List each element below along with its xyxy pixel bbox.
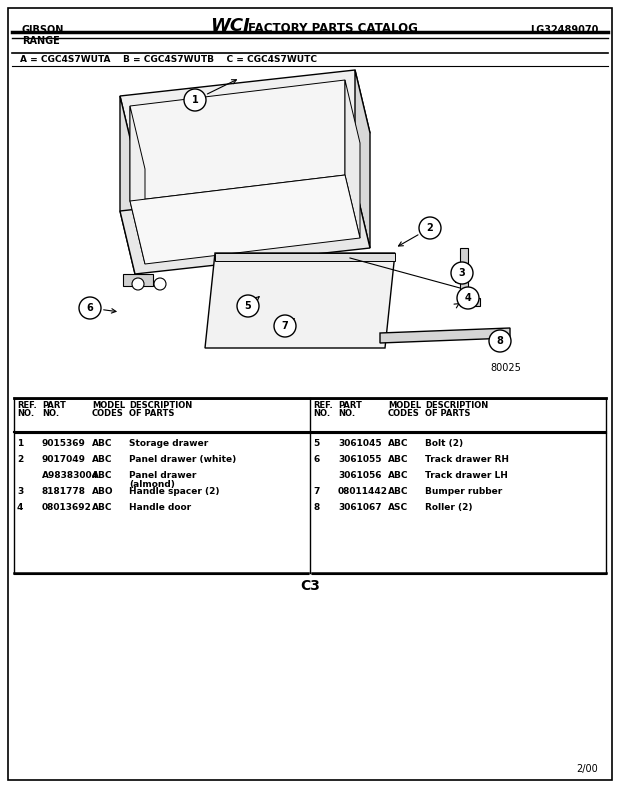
Polygon shape [215, 253, 395, 261]
Text: 3061045: 3061045 [338, 439, 382, 448]
Text: ABC: ABC [92, 455, 112, 464]
Text: Bumper rubber: Bumper rubber [425, 487, 502, 496]
Bar [123, 274, 153, 286]
Polygon shape [120, 185, 370, 274]
Text: OF PARTS: OF PARTS [129, 409, 174, 418]
Text: 4: 4 [464, 293, 471, 303]
Text: MODEL: MODEL [388, 401, 421, 410]
Text: 3061067: 3061067 [338, 503, 382, 512]
Polygon shape [460, 298, 480, 306]
Text: 6: 6 [313, 455, 319, 464]
Polygon shape [130, 106, 145, 264]
Text: 2: 2 [427, 223, 433, 233]
Text: NO.: NO. [313, 409, 330, 418]
Text: 1: 1 [17, 439, 24, 448]
Text: 8: 8 [497, 336, 503, 346]
Text: 7: 7 [281, 321, 288, 331]
Text: WCI: WCI [210, 17, 250, 35]
Text: ABC: ABC [92, 471, 112, 480]
Text: 2/00: 2/00 [576, 764, 598, 774]
Text: 3: 3 [459, 268, 466, 278]
Text: Handle door: Handle door [129, 503, 191, 512]
Circle shape [154, 278, 166, 290]
Polygon shape [355, 70, 370, 248]
Polygon shape [120, 96, 135, 274]
Text: PART: PART [42, 401, 66, 410]
Text: Panel drawer: Panel drawer [129, 471, 197, 480]
Circle shape [132, 278, 144, 290]
Text: 5: 5 [313, 439, 319, 448]
Text: ABC: ABC [388, 487, 409, 496]
Text: 4: 4 [17, 503, 24, 512]
Text: REF.: REF. [313, 401, 333, 410]
Text: ABC: ABC [388, 455, 409, 464]
Text: DESCRIPTION: DESCRIPTION [129, 401, 192, 410]
Circle shape [419, 217, 441, 239]
Text: 08011442: 08011442 [338, 487, 388, 496]
Text: PART: PART [338, 401, 362, 410]
Circle shape [184, 89, 206, 111]
Text: 80025: 80025 [490, 363, 521, 373]
Polygon shape [130, 80, 345, 201]
Text: CODES: CODES [92, 409, 124, 418]
Text: A = CGC4S7WUTA    B = CGC4S7WUTB    C = CGC4S7WUTC: A = CGC4S7WUTA B = CGC4S7WUTB C = CGC4S7… [20, 55, 317, 64]
Circle shape [451, 262, 473, 284]
Circle shape [237, 295, 259, 317]
Text: RANGE: RANGE [22, 36, 60, 46]
Text: REF.: REF. [17, 401, 37, 410]
Polygon shape [130, 175, 360, 264]
Polygon shape [120, 70, 370, 159]
Polygon shape [205, 253, 395, 348]
Text: ABC: ABC [92, 439, 112, 448]
Text: 9015369: 9015369 [42, 439, 86, 448]
Text: MODEL: MODEL [92, 401, 125, 410]
Text: LG32489070: LG32489070 [530, 25, 598, 35]
Text: 3: 3 [17, 487, 24, 496]
Text: 5: 5 [245, 301, 251, 311]
Text: DESCRIPTION: DESCRIPTION [425, 401, 489, 410]
Text: Roller (2): Roller (2) [425, 503, 472, 512]
Text: Handle spacer (2): Handle spacer (2) [129, 487, 219, 496]
Text: 8181778: 8181778 [42, 487, 86, 496]
Circle shape [489, 330, 511, 352]
Text: FACTORY PARTS CATALOG: FACTORY PARTS CATALOG [248, 22, 418, 35]
Circle shape [274, 315, 296, 337]
Text: 6: 6 [87, 303, 94, 313]
Circle shape [79, 297, 101, 319]
Text: 3061056: 3061056 [338, 471, 381, 480]
Polygon shape [380, 328, 510, 343]
Text: Track drawer RH: Track drawer RH [425, 455, 509, 464]
Text: 08013692: 08013692 [42, 503, 92, 512]
Text: 1: 1 [192, 95, 198, 105]
Text: CODES: CODES [388, 409, 420, 418]
Text: (almond): (almond) [129, 480, 175, 489]
Text: Bolt (2): Bolt (2) [425, 439, 463, 448]
Text: ABC: ABC [388, 439, 409, 448]
Text: NO.: NO. [17, 409, 34, 418]
Text: ABC: ABC [388, 471, 409, 480]
Text: 7: 7 [313, 487, 319, 496]
Text: Track drawer LH: Track drawer LH [425, 471, 508, 480]
Text: 2: 2 [17, 455, 24, 464]
Text: 3061055: 3061055 [338, 455, 381, 464]
Polygon shape [460, 248, 468, 298]
Text: NO.: NO. [42, 409, 59, 418]
Polygon shape [345, 80, 360, 238]
Text: GIBSON: GIBSON [22, 25, 64, 35]
Text: Panel drawer (white): Panel drawer (white) [129, 455, 236, 464]
Text: 8: 8 [313, 503, 319, 512]
Text: ABO: ABO [92, 487, 113, 496]
Text: Storage drawer: Storage drawer [129, 439, 208, 448]
Text: NO.: NO. [338, 409, 355, 418]
Text: 9017049: 9017049 [42, 455, 86, 464]
Text: ABC: ABC [92, 503, 112, 512]
Text: ASC: ASC [388, 503, 408, 512]
Circle shape [457, 287, 479, 309]
Text: C3: C3 [300, 579, 320, 593]
Text: A98383004: A98383004 [42, 471, 99, 480]
Text: OF PARTS: OF PARTS [425, 409, 471, 418]
